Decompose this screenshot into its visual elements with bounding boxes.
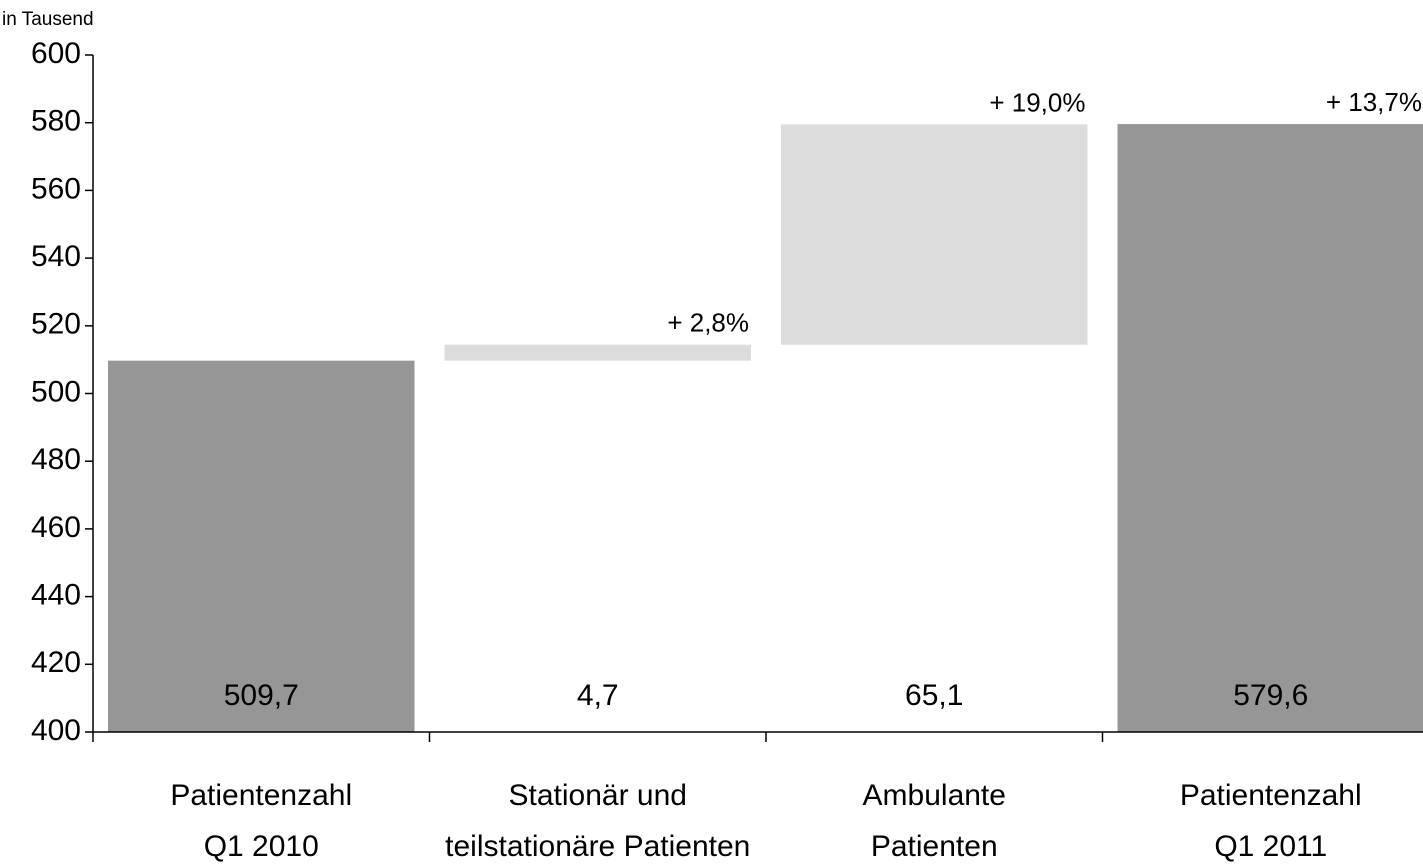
y-tick-label: 420 bbox=[31, 646, 81, 679]
x-tick-label: teilstationäre Patienten bbox=[445, 830, 750, 863]
y-tick-label: 560 bbox=[31, 172, 81, 205]
x-tick-label: Ambulante bbox=[863, 779, 1006, 812]
y-axis-label: in Tausend bbox=[2, 9, 94, 30]
x-tick-label: Q1 2011 bbox=[1214, 830, 1327, 863]
bar bbox=[781, 124, 1088, 345]
x-tick-label: Patienten bbox=[871, 830, 998, 863]
value-label: 579,6 bbox=[1233, 679, 1308, 712]
y-tick-label: 460 bbox=[31, 511, 81, 544]
percent-label: + 19,0% bbox=[989, 87, 1085, 117]
y-tick-label: 480 bbox=[31, 443, 81, 476]
x-tick-label: Q1 2010 bbox=[204, 830, 319, 863]
x-tick-label: Stationär und bbox=[509, 779, 687, 812]
bar bbox=[1117, 124, 1423, 732]
y-tick-label: 520 bbox=[31, 308, 81, 341]
y-tick-label: 500 bbox=[31, 375, 81, 408]
y-tick-label: 400 bbox=[31, 714, 81, 747]
x-tick-label: Patientenzahl bbox=[1180, 779, 1362, 812]
x-tick-label: Patientenzahl bbox=[170, 779, 352, 812]
percent-label: + 13,7% bbox=[1326, 87, 1422, 117]
y-tick-label: 600 bbox=[31, 37, 81, 70]
y-tick-label: 540 bbox=[31, 240, 81, 273]
value-label: 4,7 bbox=[577, 679, 619, 712]
y-tick-label: 580 bbox=[31, 105, 81, 138]
bar bbox=[108, 360, 415, 732]
value-label: 509,7 bbox=[224, 679, 299, 712]
value-label: 65,1 bbox=[905, 679, 963, 712]
y-tick-label: 440 bbox=[31, 579, 81, 612]
bar bbox=[444, 344, 751, 361]
percent-label: + 2,8% bbox=[667, 308, 749, 338]
